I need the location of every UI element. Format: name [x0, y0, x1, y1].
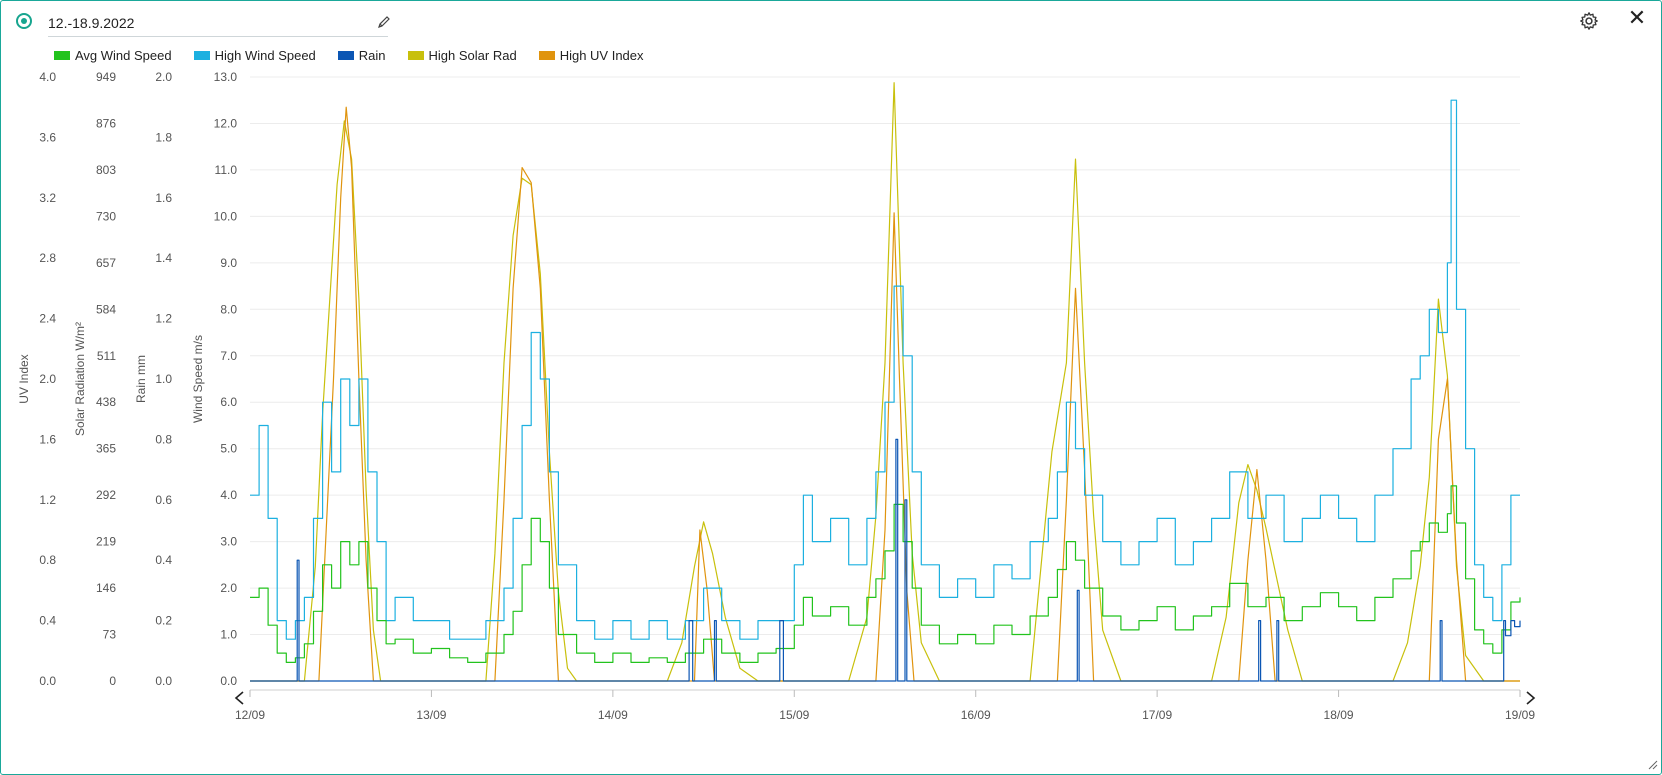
y-tick-label: 0.0 [39, 674, 56, 688]
y-tick-label: 10.0 [214, 209, 238, 223]
legend-label: High UV Index [559, 47, 644, 63]
y-tick-label: 511 [97, 349, 116, 363]
y-tick-label: 949 [96, 70, 116, 84]
y-tick-label: 5.0 [220, 442, 237, 456]
y-tick-label: 730 [96, 209, 116, 223]
x-tick-label: 18/09 [1324, 708, 1354, 722]
x-tick-label: 17/09 [1142, 708, 1172, 722]
resize-handle-icon[interactable] [1648, 760, 1658, 770]
legend-item[interactable]: Avg Wind Speed [54, 46, 172, 64]
y-tick-label: 1.0 [220, 628, 237, 642]
date-range-field[interactable]: 12.-18.9.2022 [48, 10, 388, 37]
y-tick-label: 0.2 [155, 614, 172, 628]
y-tick-label: 2.0 [220, 581, 237, 595]
y-tick-label: 8.0 [220, 302, 237, 316]
legend-swatch [538, 50, 555, 60]
y-tick-label: 73 [103, 628, 117, 642]
y-tick-label: 657 [96, 256, 116, 270]
legend-label: Rain [358, 47, 386, 63]
y-tick-label: 0.0 [155, 674, 172, 688]
legend-swatch [407, 50, 424, 60]
y-tick-label: 876 [96, 116, 116, 130]
y-tick-label: 0.8 [39, 553, 56, 567]
series-line-avg-wind-speed [250, 485, 1521, 663]
legend-label: Avg Wind Speed [75, 47, 172, 63]
series-line-rain [250, 438, 1521, 682]
y-tick-label: 0 [109, 674, 116, 688]
y-tick-label: 2.0 [39, 372, 56, 386]
y-axis-title: Solar Radiation W/m² [73, 322, 87, 436]
x-tick-label: 13/09 [416, 708, 446, 722]
y-tick-label: 1.6 [39, 432, 56, 446]
y-axis-title: UV Index [17, 354, 31, 403]
radio-selected-icon[interactable] [16, 13, 32, 29]
y-tick-label: 12.0 [214, 116, 238, 130]
series-line-high-uv-index [250, 106, 1520, 682]
y-tick-label: 0.0 [220, 674, 237, 688]
y-tick-label: 13.0 [214, 70, 238, 84]
y-tick-label: 3.2 [39, 191, 56, 205]
y-tick-label: 0.8 [155, 432, 172, 446]
x-tick-label: 12/09 [235, 708, 265, 722]
y-tick-label: 3.0 [220, 535, 237, 549]
chart-header: 12.-18.9.2022 [16, 10, 396, 37]
legend-swatch [337, 50, 354, 60]
y-tick-label: 219 [96, 535, 116, 549]
series-line-high-wind-speed [250, 99, 1520, 640]
x-tick-label: 19/09 [1505, 708, 1535, 722]
y-tick-label: 1.6 [155, 191, 172, 205]
y-tick-label: 1.2 [39, 493, 56, 507]
y-tick-label: 1.2 [155, 312, 172, 326]
x-tick-label: 15/09 [779, 708, 809, 722]
legend-item[interactable]: High Solar Rad [407, 46, 517, 64]
y-tick-label: 2.8 [39, 251, 56, 265]
y-tick-label: 0.6 [155, 493, 172, 507]
chart-legend: Avg Wind Speed High Wind Speed Rain High So… [54, 46, 644, 64]
y-tick-label: 3.6 [39, 130, 56, 144]
legend-swatch [54, 50, 70, 60]
legend-label: High Solar Rad [428, 47, 517, 63]
chevron-left-icon[interactable] [234, 691, 244, 705]
y-tick-label: 292 [96, 488, 116, 502]
legend-item[interactable]: High UV Index [538, 46, 644, 64]
series-line-high-solar-rad [250, 82, 1520, 682]
y-tick-label: 2.0 [155, 70, 172, 84]
y-tick-label: 4.0 [39, 70, 56, 84]
y-tick-label: 365 [96, 442, 116, 456]
y-tick-label: 1.0 [155, 372, 172, 386]
y-tick-label: 6.0 [220, 395, 237, 409]
x-tick-label: 14/09 [598, 708, 628, 722]
y-axis-title: Wind Speed m/s [191, 335, 205, 423]
y-tick-label: 7.0 [220, 349, 237, 363]
y-tick-label: 1.8 [155, 130, 172, 144]
y-tick-label: 584 [96, 302, 116, 316]
legend-label: High Wind Speed [214, 47, 316, 63]
chevron-right-icon[interactable] [1526, 691, 1536, 705]
y-tick-label: 9.0 [220, 256, 237, 270]
y-tick-label: 11.0 [215, 163, 238, 177]
legend-item[interactable]: Rain [337, 46, 386, 64]
legend-item[interactable]: High Wind Speed [193, 46, 316, 64]
y-tick-label: 803 [96, 163, 116, 177]
y-tick-label: 2.4 [39, 312, 56, 326]
pencil-icon[interactable] [376, 14, 392, 30]
y-axis-title: Rain mm [134, 355, 148, 403]
y-tick-label: 1.4 [155, 251, 172, 265]
y-tick-label: 438 [96, 395, 116, 409]
close-icon[interactable]: ✕ [1627, 6, 1647, 31]
legend-swatch [193, 50, 210, 60]
y-tick-label: 4.0 [220, 488, 237, 502]
y-tick-label: 146 [96, 581, 116, 595]
gear-icon[interactable] [1578, 10, 1600, 32]
y-tick-label: 0.4 [155, 553, 172, 567]
y-tick-label: 0.4 [39, 614, 56, 628]
x-tick-label: 16/09 [961, 708, 991, 722]
